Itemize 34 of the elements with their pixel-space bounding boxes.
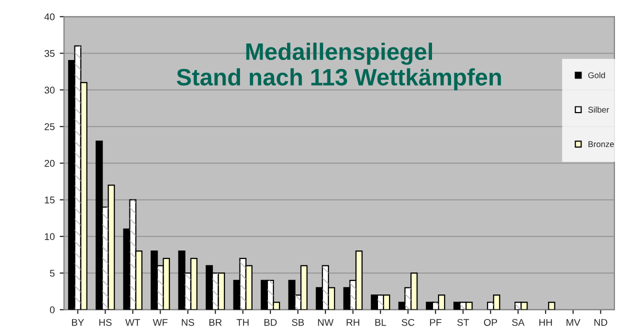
x-tick-label: TH: [236, 319, 249, 326]
x-tick-label: WF: [152, 319, 168, 326]
y-tick-label: 25: [44, 123, 55, 130]
legend-label: Gold: [588, 72, 605, 78]
x-tick-label: WT: [125, 319, 140, 326]
legend-label: Silber: [588, 106, 610, 113]
x-tick-label: RH: [346, 319, 360, 326]
y-tick-label: 40: [44, 13, 55, 20]
y-tick-label: 35: [44, 50, 55, 57]
text: Medaillenspiegel Stand nach 113 Wettkämpfen: [176, 42, 501, 90]
x-tick-label: HH: [539, 319, 552, 326]
x-tick-label: OP: [484, 318, 498, 326]
y-tick-label: 0: [50, 306, 55, 314]
x-tick-label: MV: [566, 319, 580, 326]
x-tick-label: BL: [375, 319, 386, 326]
x-tick-label: HS: [99, 318, 112, 326]
bar: [548, 302, 556, 310]
x-tick-label: ST: [457, 318, 470, 326]
x-tick-label: NS: [182, 318, 194, 326]
x-tick-label: BD: [264, 319, 277, 326]
y-tick-label: 15: [44, 196, 55, 204]
y-tick-label: 20: [44, 160, 55, 167]
y-tick-label: 5: [50, 270, 55, 277]
x-tick-label: BR: [209, 319, 222, 326]
x-tick-label: SB: [292, 318, 304, 326]
x-tick-label: SA: [512, 318, 525, 326]
y-tick-label: 10: [44, 233, 55, 240]
x-tick-label: ND: [594, 319, 608, 326]
x-tick-label: NW: [318, 319, 334, 326]
x-tick-label: PF: [430, 319, 442, 326]
x-tick-label: SC: [402, 318, 414, 326]
x-tick-label: BY: [72, 319, 84, 326]
y-tick-label: 30: [44, 86, 55, 94]
legend-label: Bronze: [588, 141, 614, 148]
